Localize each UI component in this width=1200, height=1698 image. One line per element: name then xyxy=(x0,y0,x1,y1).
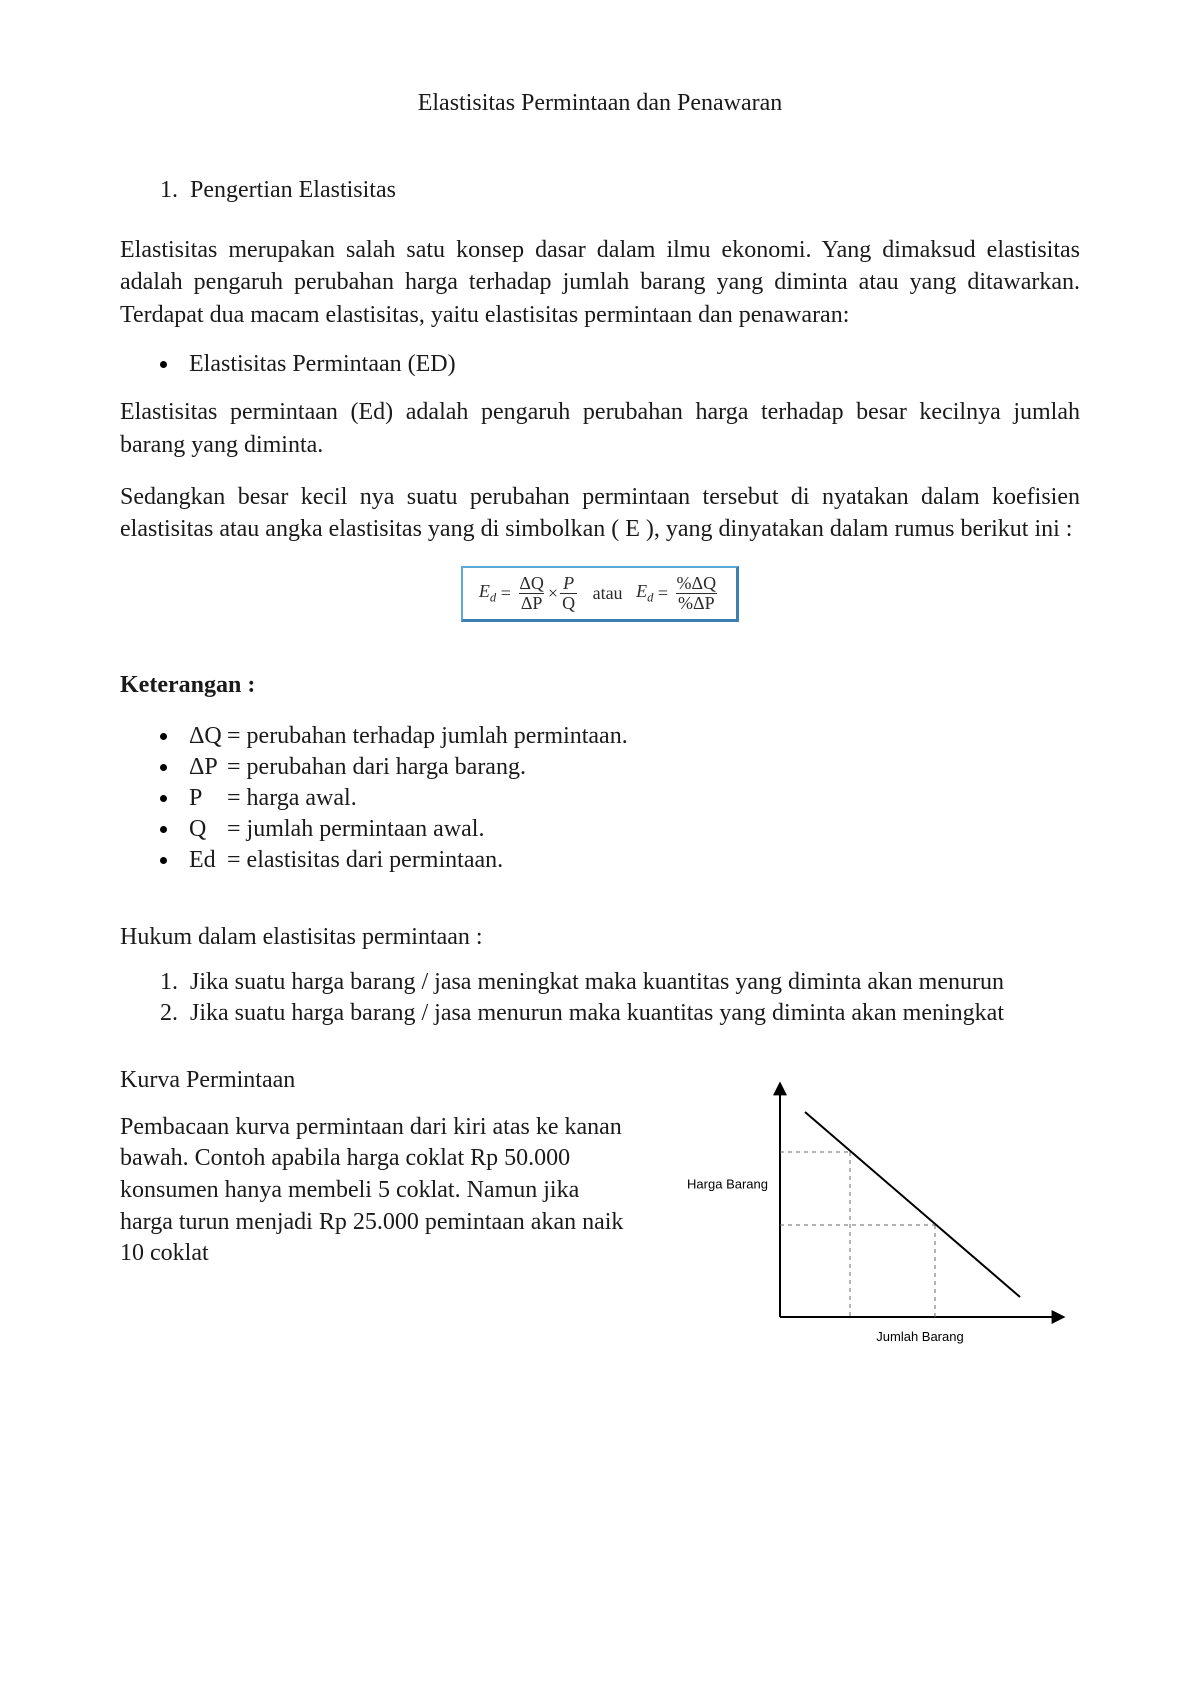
formula-frac-1: ΔQ ΔP xyxy=(517,574,546,613)
bullet-icon xyxy=(160,361,167,368)
formula-lhs-2: Ed xyxy=(636,581,653,606)
keterangan-list: ΔQ= perubahan terhadap jumlah permintaan… xyxy=(160,723,1080,874)
bullet-text: Elastisitas Permintaan (ED) xyxy=(189,351,456,378)
hukum-text: Jika suatu harga barang / jasa meningkat… xyxy=(190,969,1004,996)
bullet-icon xyxy=(160,764,167,771)
kurva-section: Kurva Permintaan Pembacaan kurva permint… xyxy=(120,1067,1080,1367)
kurva-paragraph: Pembacaan kurva permintaan dari kiri ata… xyxy=(120,1112,630,1270)
list-number: 2. xyxy=(160,1000,190,1027)
formula-frac-2: P Q xyxy=(560,574,577,613)
kurva-heading: Kurva Permintaan xyxy=(120,1067,630,1094)
demand-curve-chart: Harga Barang Jumlah Barang xyxy=(660,1067,1080,1367)
keterangan-symbol: Ed xyxy=(189,847,227,874)
bullet-icon xyxy=(160,795,167,802)
hukum-heading: Hukum dalam elastisitas permintaan : xyxy=(120,924,1080,951)
keterangan-symbol: ΔQ xyxy=(189,723,227,750)
formula-times: × xyxy=(548,583,558,604)
keterangan-desc: = perubahan terhadap jumlah permintaan. xyxy=(227,723,628,750)
keterangan-symbol: Q xyxy=(189,816,227,843)
paragraph-koefisien: Sedangkan besar kecil nya suatu perubaha… xyxy=(120,481,1080,546)
formula-atau: atau xyxy=(579,583,636,604)
keterangan-item: ΔQ= perubahan terhadap jumlah permintaan… xyxy=(160,723,1080,750)
document-page: Elastisitas Permintaan dan Penawaran 1. … xyxy=(0,0,1200,1698)
demand-curve-line xyxy=(805,1112,1020,1297)
keterangan-item: P= harga awal. xyxy=(160,785,1080,812)
keterangan-desc: = elastisitas dari permintaan. xyxy=(227,847,503,874)
kurva-chart-column: Harga Barang Jumlah Barang xyxy=(660,1067,1080,1367)
keterangan-desc: = jumlah permintaan awal. xyxy=(227,816,484,843)
hukum-list: 1.Jika suatu harga barang / jasa meningk… xyxy=(160,969,1080,1027)
y-axis-label: Harga Barang xyxy=(687,1176,768,1191)
section-number: 1. xyxy=(160,177,178,203)
paragraph-ed-definisi: Elastisitas permintaan (Ed) adalah penga… xyxy=(120,396,1080,461)
x-axis-label: Jumlah Barang xyxy=(876,1329,963,1344)
formula-box: Ed = ΔQ ΔP × P Q atau Ed = %ΔQ %ΔP xyxy=(461,566,739,622)
hukum-item: 2.Jika suatu harga barang / jasa menurun… xyxy=(160,1000,1080,1027)
keterangan-heading: Keterangan : xyxy=(120,672,1080,699)
formula-equals-2: = xyxy=(653,583,672,604)
section-heading: 1. Pengertian Elastisitas xyxy=(160,177,1080,204)
keterangan-item: Q= jumlah permintaan awal. xyxy=(160,816,1080,843)
bullet-icon xyxy=(160,857,167,864)
bullet-elastisitas-permintaan: Elastisitas Permintaan (ED) xyxy=(160,351,1080,378)
section-heading-text: Pengertian Elastisitas xyxy=(190,177,396,203)
paragraph-intro: Elastisitas merupakan salah satu konsep … xyxy=(120,234,1080,331)
keterangan-item: ΔP= perubahan dari harga barang. xyxy=(160,754,1080,781)
formula-equals: = xyxy=(496,583,515,604)
page-title: Elastisitas Permintaan dan Penawaran xyxy=(120,90,1080,117)
formula-frac-3: %ΔQ %ΔP xyxy=(675,574,719,613)
hukum-item: 1.Jika suatu harga barang / jasa meningk… xyxy=(160,969,1080,996)
bullet-icon xyxy=(160,733,167,740)
hukum-text: Jika suatu harga barang / jasa menurun m… xyxy=(190,1000,1004,1027)
list-number: 1. xyxy=(160,969,190,996)
keterangan-desc: = harga awal. xyxy=(227,785,357,812)
keterangan-desc: = perubahan dari harga barang. xyxy=(227,754,526,781)
keterangan-symbol: P xyxy=(189,785,227,812)
formula-lhs: Ed xyxy=(479,581,496,606)
kurva-text-column: Kurva Permintaan Pembacaan kurva permint… xyxy=(120,1067,630,1367)
keterangan-item: Ed= elastisitas dari permintaan. xyxy=(160,847,1080,874)
bullet-icon xyxy=(160,826,167,833)
keterangan-symbol: ΔP xyxy=(189,754,227,781)
formula-container: Ed = ΔQ ΔP × P Q atau Ed = %ΔQ %ΔP xyxy=(120,566,1080,622)
